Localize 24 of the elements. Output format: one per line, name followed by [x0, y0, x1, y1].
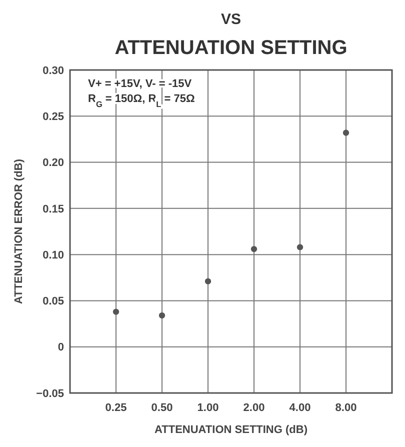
point	[158, 312, 166, 319]
y-tick-label: 0.10	[42, 249, 64, 262]
x-tick-label: 8.00	[335, 402, 357, 414]
chart-title: VS	[220, 11, 242, 28]
y-tick-label: 0.20	[42, 157, 64, 170]
y-tick-label: 0	[58, 342, 64, 354]
y-tick-label: 0.30	[42, 64, 64, 77]
point	[342, 130, 350, 136]
x-tick-label: 1.00	[197, 402, 219, 414]
y-tick-label: 0.25	[42, 110, 64, 123]
x-tick-label: 4.00	[289, 402, 311, 414]
y-tick-label: 0.05	[42, 296, 64, 308]
point	[204, 278, 212, 284]
y-axis-title: ATTENUATION ERROR (dB)	[13, 158, 25, 304]
y-tick-label: −0.05	[36, 388, 64, 400]
y-tick-label: 0.15	[42, 203, 64, 216]
point	[112, 308, 120, 315]
chart-subtitle: ATTENUATION SETTING	[114, 37, 348, 59]
point	[250, 246, 258, 252]
x-tick-label: 0.50	[151, 402, 173, 414]
x-tick-label: 2.00	[243, 402, 265, 414]
point	[296, 244, 304, 250]
x-axis-title: ATTENUATION SETTING (dB)	[154, 424, 308, 436]
x-tick-label: 0.25	[105, 402, 127, 414]
